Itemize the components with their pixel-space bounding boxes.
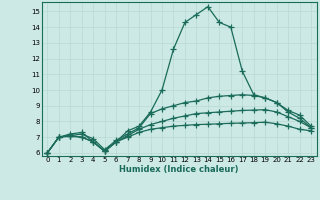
X-axis label: Humidex (Indice chaleur): Humidex (Indice chaleur) — [119, 165, 239, 174]
